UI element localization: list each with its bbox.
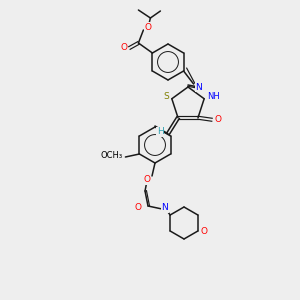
Text: O: O	[143, 176, 151, 184]
Text: N: N	[195, 82, 202, 91]
Text: O: O	[200, 226, 207, 236]
Text: O: O	[121, 44, 128, 52]
Text: S: S	[163, 92, 169, 101]
Text: NH: NH	[207, 92, 220, 101]
Text: N: N	[162, 203, 168, 212]
Text: O: O	[214, 115, 221, 124]
Text: O: O	[134, 202, 142, 211]
Text: OCH₃: OCH₃	[100, 152, 122, 160]
Text: O: O	[145, 22, 152, 32]
Text: H: H	[157, 127, 164, 136]
